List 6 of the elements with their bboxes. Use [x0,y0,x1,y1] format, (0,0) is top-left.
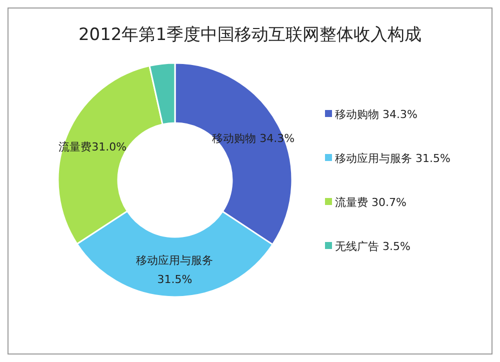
legend-label: 流量费 30.7% [335,196,406,209]
legend-label: 移动应用与服务 31.5% [335,152,450,165]
legend-label: 无线广告 3.5% [335,240,410,253]
data-label: 移动应用与服务 31.5% [136,254,214,286]
legend-label: 移动购物 34.3% [335,108,418,121]
chart-title: 2012年第1季度中国移动互联网整体收入构成 [78,25,422,45]
